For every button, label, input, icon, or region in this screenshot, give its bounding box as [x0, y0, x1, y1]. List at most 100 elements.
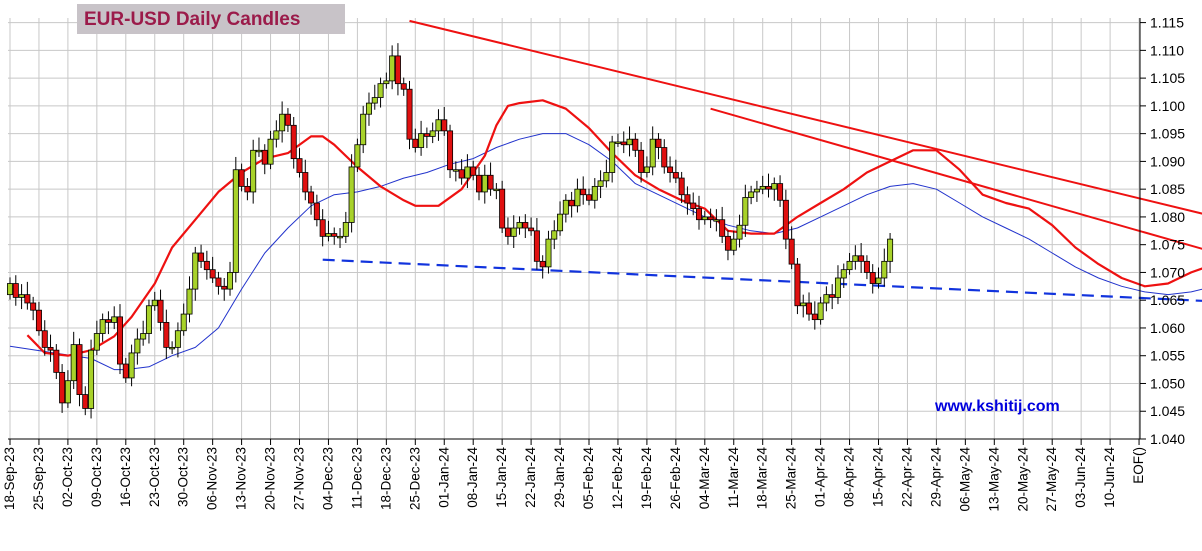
candle-body — [117, 317, 122, 364]
y-tick-label: 1.105 — [1150, 70, 1185, 86]
candle-body — [830, 295, 835, 298]
candle-body — [581, 189, 586, 195]
x-tick-label: 06-May-24 — [957, 447, 972, 512]
candle-body — [326, 234, 331, 237]
candle-body — [575, 189, 580, 206]
candle-body — [447, 131, 452, 170]
candle-body — [610, 142, 615, 173]
candle-body — [662, 148, 667, 167]
candle-body — [482, 175, 487, 192]
candle-body — [372, 98, 377, 104]
candle-body — [789, 239, 794, 264]
candle-body — [621, 142, 626, 145]
candle-body — [7, 284, 12, 295]
candle-body — [598, 181, 603, 187]
candle-body — [100, 320, 105, 334]
candle-body — [227, 272, 232, 289]
candle-body — [870, 272, 875, 283]
candle-body — [743, 197, 748, 225]
candle-body — [627, 139, 632, 145]
candle-body — [152, 300, 157, 306]
candle-body — [280, 114, 285, 131]
x-tick-label: 13-Nov-23 — [234, 447, 249, 510]
candle-body — [366, 103, 371, 114]
candle-body — [639, 150, 644, 172]
candle-body — [25, 295, 30, 303]
candle-body — [471, 167, 476, 175]
candle-body — [36, 310, 41, 331]
candle-body — [500, 189, 505, 228]
x-tick-label: EOF() — [1131, 447, 1146, 484]
x-tick-label: 23-Oct-23 — [147, 447, 162, 507]
y-tick-label: 1.110 — [1150, 42, 1184, 58]
candle-body — [19, 295, 24, 298]
candle-body — [222, 286, 227, 289]
x-tick-label: 13-May-24 — [986, 447, 1001, 512]
x-tick-label: 08-Jan-24 — [465, 447, 480, 508]
candle-body — [268, 139, 273, 164]
x-tick-label: 22-Apr-24 — [899, 447, 914, 508]
candle-body — [181, 314, 186, 331]
candle-body — [691, 203, 696, 209]
y-tick-label: 1.060 — [1150, 320, 1185, 336]
candle-body — [876, 278, 881, 284]
candle-body — [633, 139, 638, 150]
candle-body — [361, 114, 366, 145]
x-tick-label: 12-Feb-24 — [610, 447, 625, 510]
candle-body — [887, 239, 892, 261]
candle-body — [430, 131, 435, 137]
x-tick-label: 01-Apr-24 — [813, 447, 828, 508]
candle-body — [523, 222, 528, 228]
candle-body — [679, 178, 684, 195]
candle-body — [540, 261, 545, 267]
y-tick-label: 1.115 — [1150, 15, 1184, 31]
candle-body — [106, 320, 111, 323]
x-tick-label: 29-Jan-24 — [552, 447, 567, 508]
candle-body — [772, 184, 777, 190]
candle-body — [864, 261, 869, 272]
candle-body — [71, 345, 76, 381]
x-tick-label: 25-Sep-23 — [31, 447, 46, 510]
candle-body — [164, 322, 169, 347]
candle-body — [88, 350, 93, 408]
y-tick-label: 1.070 — [1150, 264, 1185, 280]
candle-body — [170, 347, 175, 349]
candle-body — [650, 139, 655, 167]
candle-body — [193, 253, 198, 289]
candle-body — [233, 170, 238, 273]
candle-body — [783, 200, 788, 239]
candle-body — [65, 381, 70, 403]
candle-body — [291, 125, 296, 158]
y-tick-label: 1.095 — [1150, 126, 1185, 142]
x-tick-label: 18-Mar-24 — [755, 447, 770, 510]
candle-body — [424, 134, 429, 137]
candle-body — [476, 175, 481, 192]
candle-body — [882, 261, 887, 278]
candle-body — [592, 186, 597, 200]
candle-body — [135, 339, 140, 353]
candle-body — [459, 170, 464, 178]
y-tick-label: 1.075 — [1150, 237, 1185, 253]
candle-body — [407, 89, 412, 139]
candle-body — [777, 184, 782, 201]
candle-body — [141, 334, 146, 340]
x-tick-label: 26-Feb-24 — [668, 447, 683, 510]
x-tick-label: 18-Sep-23 — [2, 447, 17, 510]
x-tick-label: 25-Mar-24 — [784, 447, 799, 510]
x-tick-label: 02-Oct-23 — [60, 447, 75, 507]
candle-body — [285, 114, 290, 125]
candle-body — [314, 203, 319, 220]
y-tick-label: 1.045 — [1150, 403, 1185, 419]
candle-body — [210, 270, 215, 278]
candle-body — [204, 261, 209, 269]
candle-body — [395, 56, 400, 84]
candle-body — [824, 295, 829, 303]
candle-body — [187, 289, 192, 314]
candle-body — [60, 372, 65, 403]
candle-body — [343, 222, 348, 236]
candle-body — [812, 314, 817, 320]
candle — [795, 258, 800, 314]
y-tick-label: 1.055 — [1150, 348, 1185, 364]
candle-body — [349, 167, 354, 223]
